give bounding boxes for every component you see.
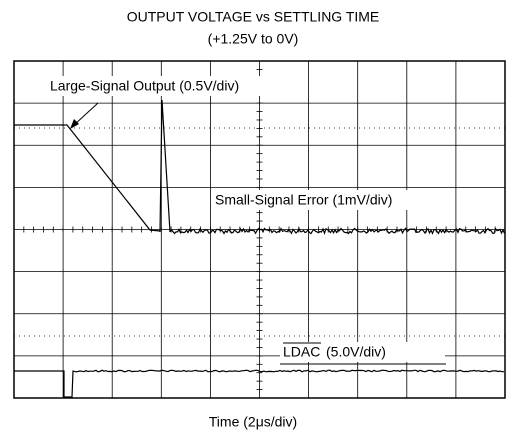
label-bg	[44, 76, 306, 96]
arrow-line	[73, 102, 99, 126]
label-bg	[280, 342, 445, 362]
chart-subtitle: (+1.25V to 0V)	[208, 31, 299, 47]
arrow-head	[70, 119, 79, 129]
annotation: (5.0V/div)	[326, 344, 386, 360]
annotation: Small-Signal Error (1mV/div)	[215, 192, 392, 208]
ldac-trace	[14, 369, 504, 398]
x-axis-label: Time (2μs/div)	[209, 414, 297, 430]
small-signal-trace	[159, 99, 506, 236]
large-signal-trace	[14, 124, 161, 232]
label-bg	[212, 190, 434, 210]
annotation: LDAC	[283, 344, 320, 360]
plot-frame	[13, 60, 506, 399]
annotation: Large-Signal Output (0.5V/div)	[50, 78, 239, 94]
chart-title: OUTPUT VOLTAGE vs SETTLING TIME	[127, 9, 380, 25]
traces	[14, 99, 506, 398]
